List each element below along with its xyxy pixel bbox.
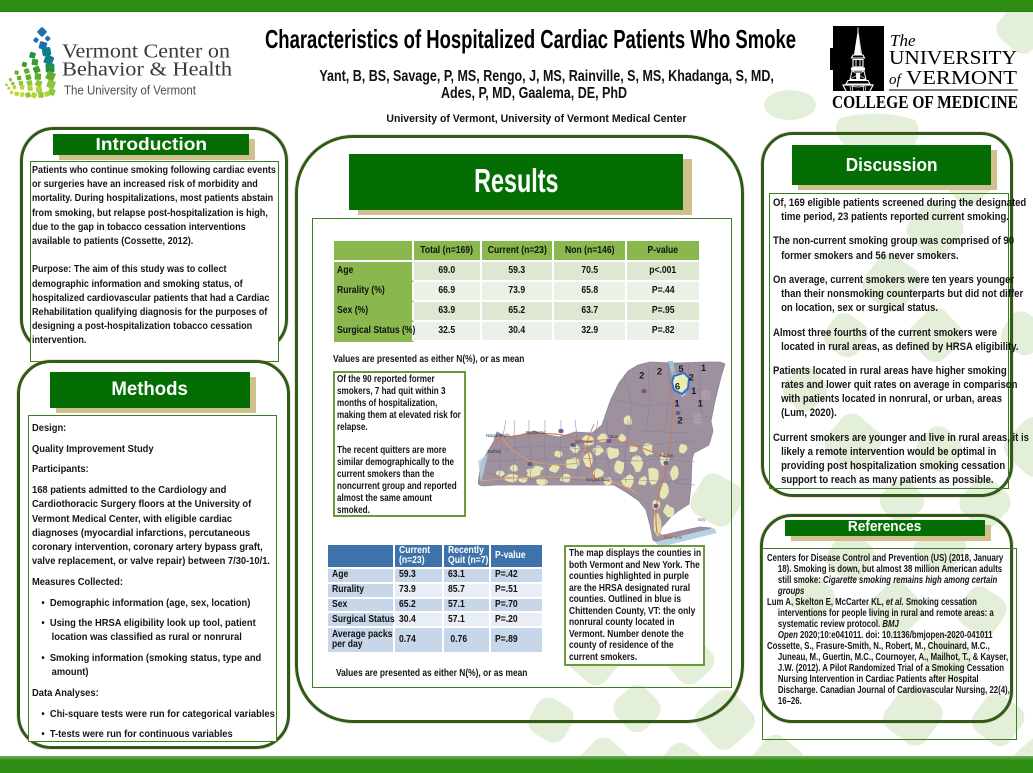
- svg-text:of: of: [889, 72, 903, 88]
- svg-text:2: 2: [639, 371, 644, 382]
- svg-text:5: 5: [678, 364, 684, 375]
- svg-text:Utica: Utica: [608, 434, 618, 439]
- svg-text:1: 1: [691, 386, 697, 397]
- svg-text:The: The: [890, 31, 916, 50]
- svg-text:Albany: Albany: [660, 453, 674, 458]
- svg-text:NiagaraFalls: NiagaraFalls: [486, 433, 510, 438]
- svg-text:The University of Vermont: The University of Vermont: [64, 84, 196, 98]
- svg-text:2: 2: [689, 373, 694, 384]
- svg-text:Binghamton: Binghamton: [586, 477, 610, 482]
- svg-text:2: 2: [677, 415, 682, 426]
- svg-text:6: 6: [675, 381, 680, 392]
- svg-text:Buffalo: Buffalo: [488, 449, 502, 454]
- svg-text:New York: New York: [664, 535, 683, 540]
- svg-text:Rochester: Rochester: [526, 430, 546, 435]
- svg-text:Behavior & Health: Behavior & Health: [62, 59, 232, 81]
- svg-text:2: 2: [657, 367, 662, 378]
- svg-text:COLLEGE OF MEDICINE: COLLEGE OF MEDICINE: [832, 92, 1018, 112]
- svg-text:1: 1: [674, 398, 680, 409]
- svg-text:1: 1: [698, 398, 704, 409]
- svg-text:1: 1: [701, 363, 707, 374]
- svg-text:VERMONT: VERMONT: [906, 68, 1017, 89]
- svg-text:Bay: Bay: [698, 517, 706, 522]
- svg-text:New York: New York: [578, 449, 597, 454]
- svg-text:Vermont Center on: Vermont Center on: [62, 41, 230, 63]
- svg-text:UNIVERSITY: UNIVERSITY: [889, 48, 1017, 69]
- svg-text:Syracuse: Syracuse: [575, 439, 594, 444]
